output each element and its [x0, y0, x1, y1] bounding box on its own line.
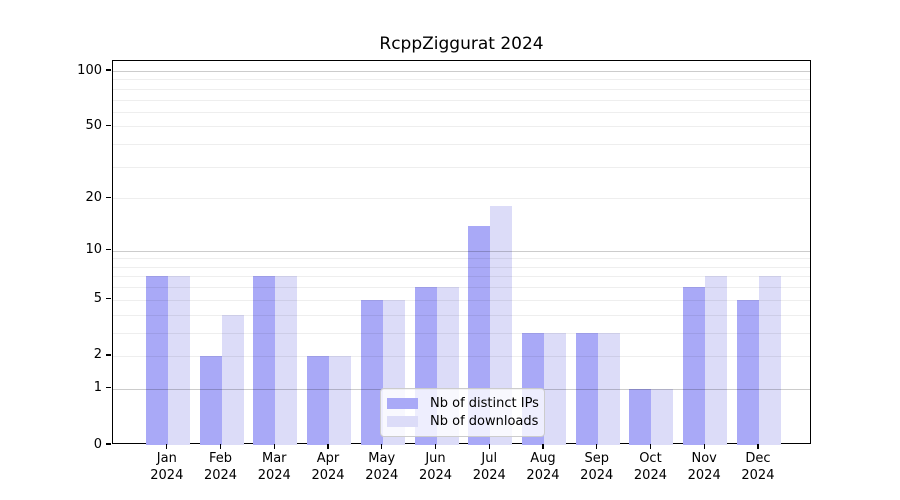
minor-gridline-3 — [113, 332, 810, 334]
bar-nb-of-distinct-ips-may — [360, 299, 383, 445]
minor-gridline-7 — [113, 276, 810, 278]
x-tick-oct — [649, 444, 652, 449]
bar-nb-of-distinct-ips-jan — [145, 276, 168, 445]
x-tick-jul — [488, 444, 490, 449]
bar-nb-of-downloads-nov — [705, 276, 728, 445]
legend-label-downloads: Nb of downloads — [430, 414, 539, 429]
x-tick-label-apr: Apr 2024 — [311, 451, 345, 483]
bar-nb-of-downloads-dec — [758, 276, 781, 445]
x-tick-jun — [434, 444, 437, 449]
x-tick-label-sep: Sep 2024 — [580, 451, 614, 483]
y-tick-20 — [106, 196, 111, 198]
minor-gridline-90 — [113, 79, 810, 81]
y-tick-label-50: 50 — [85, 117, 102, 133]
y-tick-label-5: 5 — [93, 291, 102, 307]
x-tick-mar — [273, 444, 275, 449]
plot-area — [112, 60, 811, 445]
x-tick-dec — [757, 444, 759, 449]
grid-layer — [113, 61, 810, 443]
bar-nb-of-distinct-ips-sep — [575, 332, 598, 445]
bar-nb-of-distinct-ips-nov — [683, 287, 706, 445]
minor-gridline-6 — [113, 287, 810, 289]
y-tick-2 — [106, 354, 111, 356]
x-tick-label-jun: Jun 2024 — [418, 451, 453, 483]
legend-item-distinct-ips: Nb of distinct IPs — [387, 396, 539, 411]
x-tick-aug — [542, 444, 544, 449]
minor-gridline-5 — [113, 299, 810, 301]
y-tick-label-10: 10 — [85, 242, 102, 258]
minor-gridline-40 — [113, 144, 810, 146]
legend-label-distinct-ips: Nb of distinct IPs — [430, 396, 539, 411]
y-tick-label-0: 0 — [93, 436, 102, 452]
major-gridline-10 — [113, 250, 810, 252]
chart-title: RcppZiggurat 2024 — [379, 34, 544, 54]
bar-nb-of-downloads-aug — [543, 332, 566, 445]
y-tick-label-2: 2 — [93, 347, 102, 363]
y-tick-label-20: 20 — [85, 189, 102, 205]
minor-gridline-20 — [113, 198, 810, 200]
bar-nb-of-distinct-ips-apr — [307, 355, 330, 445]
bar-nb-of-distinct-ips-dec — [736, 299, 759, 445]
major-gridline-100 — [113, 71, 810, 72]
x-tick-may — [381, 444, 383, 449]
minor-gridline-9 — [113, 258, 810, 260]
y-tick-1 — [106, 387, 111, 389]
x-tick-label-nov: Nov 2024 — [687, 451, 721, 483]
x-tick-label-feb: Feb 2024 — [203, 451, 238, 483]
y-tick-5 — [106, 298, 111, 300]
downloads-swatch-icon — [387, 416, 418, 427]
y-tick-label-1: 1 — [93, 380, 102, 396]
bar-nb-of-downloads-apr — [329, 355, 352, 445]
x-tick-label-oct: Oct 2024 — [633, 451, 667, 483]
x-tick-label-may: May 2024 — [365, 451, 399, 483]
bar-nb-of-downloads-feb — [221, 314, 244, 445]
x-tick-sep — [596, 444, 598, 449]
bar-nb-of-downloads-jan — [167, 276, 190, 445]
y-tick-label-100: 100 — [77, 62, 102, 78]
x-tick-label-mar: Mar 2024 — [257, 451, 291, 483]
x-tick-jan — [166, 444, 168, 449]
bar-nb-of-downloads-mar — [275, 276, 298, 445]
minor-gridline-70 — [113, 99, 810, 101]
y-tick-50 — [106, 124, 111, 126]
legend-item-downloads: Nb of downloads — [387, 414, 538, 429]
bar-nb-of-downloads-oct — [651, 388, 674, 445]
minor-gridline-2 — [113, 355, 810, 357]
x-tick-label-aug: Aug 2024 — [526, 451, 560, 483]
x-tick-nov — [703, 444, 705, 449]
y-tick-100 — [106, 69, 111, 71]
minor-gridline-8 — [113, 266, 810, 268]
x-tick-label-jul: Jul 2024 — [472, 451, 506, 483]
distinct-ips-swatch-icon — [387, 398, 418, 409]
minor-gridline-60 — [113, 111, 810, 113]
x-tick-apr — [327, 444, 329, 449]
minor-gridline-80 — [113, 88, 810, 90]
minor-gridline-4 — [113, 314, 810, 316]
bar-nb-of-downloads-jul — [490, 206, 513, 445]
x-tick-label-dec: Dec 2024 — [741, 451, 775, 483]
x-tick-feb — [219, 444, 222, 449]
minor-gridline-30 — [113, 166, 810, 168]
bar-nb-of-downloads-sep — [597, 332, 620, 445]
minor-gridline-50 — [113, 126, 810, 128]
y-tick-10 — [106, 249, 111, 251]
x-tick-label-jan: Jan 2024 — [150, 451, 184, 483]
bar-nb-of-distinct-ips-mar — [253, 276, 276, 445]
legend: Nb of distinct IPs Nb of downloads — [380, 388, 545, 437]
y-tick-0 — [106, 443, 111, 445]
bar-nb-of-distinct-ips-oct — [629, 388, 652, 445]
bar-nb-of-distinct-ips-feb — [199, 355, 222, 445]
